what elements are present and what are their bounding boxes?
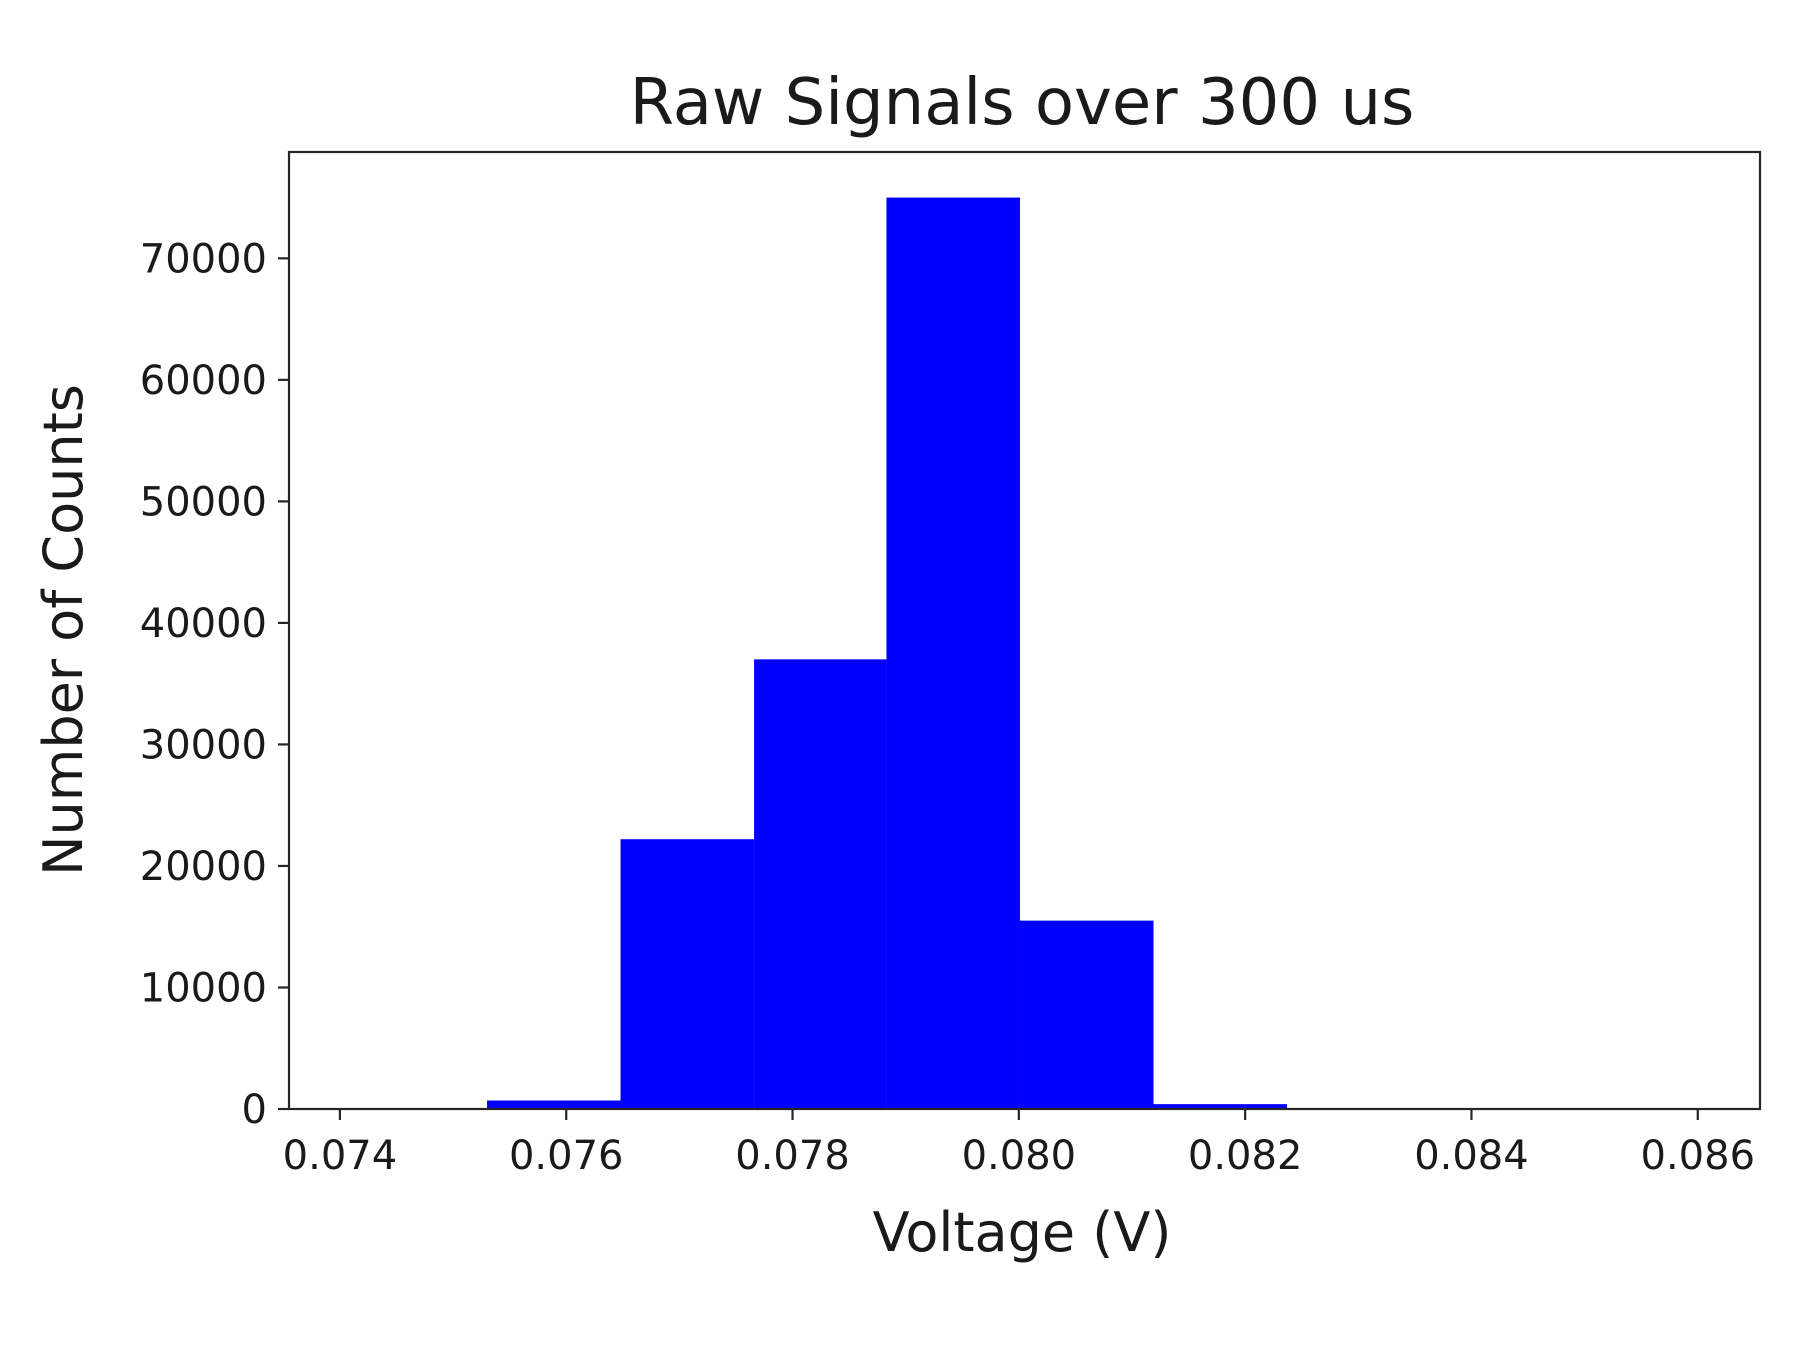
x-axis: 0.074 0.076 0.078 0.080 0.082 0.084 0.086 (283, 1109, 1755, 1179)
x-tick-label-1: 0.076 (509, 1133, 624, 1179)
plot-frame (287, 150, 1762, 1111)
histogram-bar-4 (1019, 920, 1154, 1109)
histogram-bar-0 (487, 1100, 621, 1109)
y-tick-label-0: 0 (242, 1087, 267, 1133)
histogram-bar-3 (886, 197, 1020, 1110)
chart-title: Raw Signals over 300 us (630, 66, 1415, 140)
histogram-bar-2 (754, 659, 887, 1109)
y-tick-label-6: 60000 (140, 358, 267, 404)
y-tick-label-2: 20000 (140, 844, 267, 890)
x-tick-label-2: 0.078 (735, 1133, 850, 1179)
y-tick-label-7: 70000 (140, 236, 267, 282)
x-tick-label-3: 0.080 (962, 1133, 1077, 1179)
x-tick-label-0: 0.074 (283, 1133, 398, 1179)
y-tick-label-5: 50000 (140, 479, 267, 525)
histogram-bar-5 (1153, 1104, 1288, 1109)
histogram-bar-1 (620, 839, 755, 1109)
y-tick-label-4: 40000 (140, 601, 267, 647)
x-tick-label-6: 0.086 (1641, 1133, 1756, 1179)
y-axis: 0 10000 20000 30000 40000 50000 60000 70000 (140, 236, 289, 1133)
x-axis-label: Voltage (V) (873, 1201, 1172, 1264)
bars-group (487, 197, 1288, 1110)
y-tick-label-1: 10000 (140, 965, 267, 1011)
y-axis-label: Number of Counts (32, 384, 95, 876)
x-tick-label-4: 0.082 (1188, 1133, 1303, 1179)
x-tick-label-5: 0.084 (1414, 1133, 1529, 1179)
y-tick-label-3: 30000 (140, 722, 267, 768)
